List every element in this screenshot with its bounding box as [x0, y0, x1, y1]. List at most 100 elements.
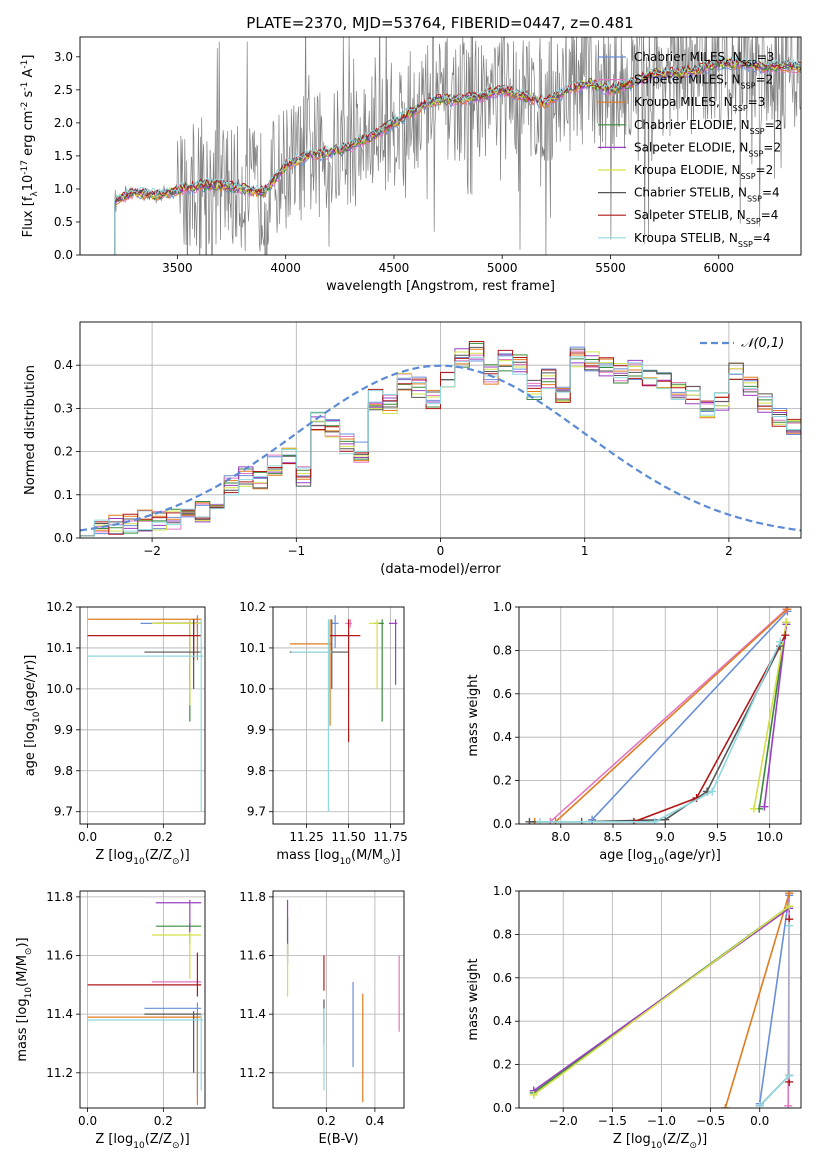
legend-entry: Salpeter STELIB, NSSP=4 — [634, 208, 778, 226]
x-tick-label: 0 — [437, 544, 445, 558]
legend-entry: Kroupa STELIB, NSSP=4 — [634, 231, 771, 249]
gaussian-curve — [80, 364, 801, 532]
panel-spectrum: 3500 4000 4500 5000 5500 6000 0.0 0.5 1.0 1.5 2.0 2… — [20, 36, 802, 294]
y-tick-label: 0.0 — [493, 817, 512, 831]
y-tick-label: 0.4 — [493, 730, 512, 744]
plot-area — [87, 615, 204, 812]
label-segment: 10 — [21, 175, 36, 192]
label-subscript: 10 — [133, 857, 145, 867]
axes-frame — [272, 606, 405, 825]
x-tick-label: 0.4 — [365, 1114, 384, 1128]
label-segment: mass weight — [466, 958, 481, 1040]
y-tick-label: 9.9 — [247, 723, 266, 737]
legend-entry: Chabrier STELIB, NSSP=4 — [634, 186, 780, 204]
label-segment: Z [log — [613, 1132, 651, 1147]
y-tick-label: 11.4 — [239, 1007, 266, 1021]
weight-marker-kroupa_miles — [785, 891, 794, 898]
legend-entry: Salpeter ELODIE, NSSP=2 — [634, 140, 781, 158]
label-subscript: 10 — [340, 857, 352, 867]
y-axis-label: Normed distribution — [23, 365, 38, 495]
legend-label: Salpeter MILES, N — [634, 73, 741, 87]
weight-line-chabrier_miles — [591, 610, 788, 821]
axes-frame — [518, 890, 802, 1109]
weight-marker-salpeter_miles — [784, 1101, 793, 1108]
weight-line-kroupa_elodie — [753, 622, 788, 809]
x-tick-label: 10.0 — [756, 830, 783, 844]
legend-subscript: SSP — [733, 104, 748, 113]
x-tick-label: 0.2 — [317, 1114, 336, 1128]
axes-frame — [79, 890, 206, 1109]
label-subscript: 10 — [133, 1141, 145, 1151]
label-segment: (Z/Z — [145, 1132, 172, 1147]
x-tick-label: 11.50 — [331, 830, 365, 844]
histogram-chabrier_elodie — [80, 342, 801, 538]
weight-line-chabrier_elodie — [758, 622, 788, 809]
label-superscript: -17 — [20, 160, 30, 175]
y-tick-label: 9.8 — [247, 764, 266, 778]
weight-marker-kroupa_elodie — [785, 902, 794, 911]
legend-tail: =2 — [763, 140, 781, 154]
label-segment: s — [21, 90, 36, 101]
label-subscript: ⊙ — [383, 857, 391, 867]
x-axis-label: wavelength [Angstrom, rest frame] — [326, 279, 555, 294]
x-tick-label: 11.75 — [373, 830, 407, 844]
y-tick-label: 0.0 — [54, 531, 73, 545]
legend-subscript: SSP — [741, 81, 756, 90]
plot-area — [87, 899, 204, 1106]
label-segment: wavelength [Angstrom, rest frame] — [326, 279, 555, 294]
label-subscript: 10 — [651, 1141, 663, 1151]
y-tick-label: 9.8 — [54, 764, 73, 778]
model-line-salpeter_miles — [114, 62, 801, 255]
axes-frame — [79, 606, 206, 825]
x-tick-label: 5000 — [487, 261, 518, 275]
legend-subscript: SSP — [746, 217, 761, 226]
weight-line-chabrier_stelib — [529, 645, 781, 823]
y-tick-label: 9.7 — [247, 805, 266, 819]
y-tick-label: 0.1 — [54, 488, 73, 502]
label-subscript: ⊙ — [689, 1141, 697, 1151]
y-tick-label: 9.9 — [54, 723, 73, 737]
legend-entry: Kroupa ELODIE, NSSP=2 — [634, 163, 773, 181]
label-superscript: -1 — [20, 82, 30, 91]
panel-mass-weight-vs-age: 8.0 8.5 9.0 9.5 10.0 0.0 0.2 0.4 0.6 0.8 1.0 age [l… — [466, 600, 802, 867]
legend-subscript: SSP — [750, 126, 765, 135]
label-segment: ] — [21, 55, 36, 60]
weight-line-kroupa_miles — [724, 892, 790, 1108]
y-tick-label: 0.2 — [54, 445, 73, 459]
y-tick-label: 0.3 — [54, 401, 73, 415]
x-tick-label: 0.0 — [78, 830, 97, 844]
plot-area — [529, 891, 794, 1108]
legend-entry: Chabrier MILES, NSSP=3 — [634, 50, 774, 68]
x-tick-label: 5500 — [595, 261, 626, 275]
weight-marker-salpeter_elodie — [760, 802, 769, 811]
legend-tail: =2 — [756, 163, 774, 177]
y-tick-label: 10.1 — [239, 641, 266, 655]
label-segment: Z [log — [95, 848, 133, 863]
panel-age-vs-mass: 11.25 11.50 11.75 9.7 9.8 9.9 10.0 10.1 10.2 mass… — [239, 600, 407, 867]
y-tick-label: 11.8 — [239, 890, 266, 904]
x-tick-label: −1.5 — [598, 1114, 627, 1128]
axes-frame — [79, 321, 802, 539]
weight-marker-kroupa_stelib — [535, 817, 544, 824]
label-segment: Normed distribution — [23, 365, 38, 495]
weight-line-kroupa_elodie — [533, 905, 790, 1096]
weight-marker-kroupa_stelib — [785, 921, 794, 930]
weight-line-salpeter_miles — [549, 608, 787, 823]
legend-tail: =2 — [765, 118, 783, 132]
legend-label: Salpeter STELIB, N — [634, 208, 746, 222]
legend-entry: Salpeter MILES, NSSP=2 — [634, 73, 773, 91]
label-segment: (M/M — [15, 955, 30, 987]
label-superscript: -1 — [20, 60, 30, 69]
weight-line-kroupa_stelib — [759, 925, 790, 1107]
x-tick-label: −2 — [143, 544, 161, 558]
weight-line-chabrier_miles — [758, 895, 790, 1104]
legend-tail: =4 — [753, 231, 771, 245]
label-subscript: 10 — [24, 987, 34, 999]
label-segment: erg cm — [21, 111, 36, 160]
x-tick-label: 0.2 — [154, 1114, 173, 1128]
weight-marker-kroupa_elodie — [529, 1090, 538, 1099]
x-axis-label: (data-model)/error — [380, 562, 501, 577]
label-subscript: λ — [30, 191, 40, 197]
plot-area — [289, 615, 398, 812]
